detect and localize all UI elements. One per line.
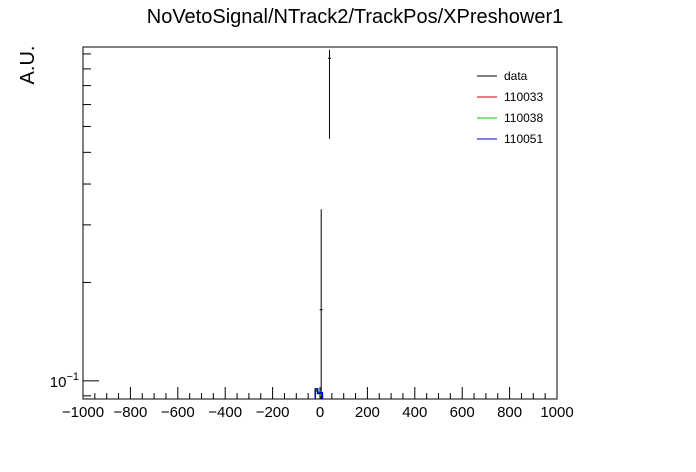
x-tick-label: −1000 [62,404,104,421]
legend-label-110033: 110033 [504,90,543,104]
x-tick-label: −600 [161,404,195,421]
x-axis-ticks [82,387,558,399]
x-tick-label: 1000 [540,404,573,421]
y-axis-ticks [83,53,99,397]
x-tick-label: −400 [208,404,242,421]
legend-label-110038: 110038 [504,111,543,125]
x-tick-label: 200 [355,404,380,421]
y-axis-labels: 10−1 [50,371,79,391]
y-tick-label: 10−1 [50,371,79,391]
x-tick-label: −800 [114,404,148,421]
x-tick-label: 800 [497,404,522,421]
chart-title: NoVetoSignal/NTrack2/TrackPos/XPreshower… [147,6,563,28]
x-tick-label: −200 [256,404,290,421]
plot-frame [82,46,558,400]
legend-label-110051: 110051 [504,132,543,146]
x-tick-label: 400 [402,404,427,421]
x-axis-labels: −1000 −800 −600 −400 −200 0 200 400 600 800 1000 [62,404,574,421]
series-data [319,49,331,399]
y-axis-label: A.U. [17,46,39,85]
series-110051 [314,388,324,399]
legend-label-data: data [504,69,528,83]
histogram-step-110051 [314,388,324,399]
series-layer [314,49,331,399]
legend: data 110033 110038 110051 [477,69,543,146]
x-tick-label: 600 [450,404,475,421]
x-tick-label: 0 [316,404,324,421]
